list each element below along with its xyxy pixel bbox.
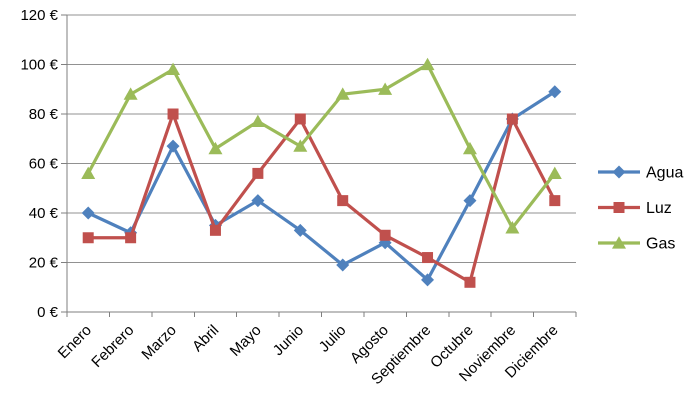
x-axis-category-label: Julio (316, 322, 350, 356)
data-point-luz-enero (82, 232, 94, 244)
x-axis-category-label: Junio (270, 322, 307, 359)
data-point-agua-marzo (166, 139, 180, 153)
y-axis-tick-label: 60 € (29, 156, 59, 173)
data-point-agua-enero (81, 206, 95, 220)
data-point-gas-enero (81, 166, 96, 179)
data-point-agua-septiembre (421, 273, 435, 287)
data-point-luz-diciembre (549, 195, 561, 207)
data-point-gas-septiembre (420, 57, 435, 71)
data-point-gas-marzo (166, 62, 181, 76)
data-point-gas-noviembre (505, 221, 520, 234)
data-point-gas-mayo (250, 114, 265, 128)
data-point-gas-agosto (378, 82, 393, 95)
y-axis-tick-label: 0 € (37, 304, 59, 321)
x-axis-category-label: Marzo (138, 322, 179, 363)
x-axis-category-label: Febrero (88, 322, 137, 371)
y-axis-tick-label: 80 € (29, 106, 59, 123)
data-point-agua-junio (293, 223, 307, 237)
legend-key-marker-gas (612, 236, 626, 249)
y-axis-tick-label: 120 € (20, 7, 58, 24)
series-line-luz (86, 112, 557, 284)
y-axis-tick-label: 20 € (29, 255, 59, 272)
data-point-gas-abril (208, 141, 223, 155)
data-point-luz-febrero (125, 232, 137, 244)
legend-label-agua: Agua (646, 165, 683, 182)
data-point-agua-mayo (251, 194, 265, 208)
data-point-luz-abril (209, 224, 221, 236)
x-axis-category-label: Mayo (227, 322, 265, 360)
data-point-agua-octubre (463, 194, 477, 208)
legend-label-luz: Luz (646, 200, 672, 217)
data-point-luz-noviembre (506, 113, 518, 125)
y-axis-tick-label: 100 € (20, 57, 58, 74)
data-point-luz-agosto (379, 229, 391, 241)
legend-key-marker-agua (612, 165, 626, 179)
data-point-gas-octubre (462, 141, 477, 155)
data-point-gas-junio (293, 139, 308, 152)
data-point-luz-julio (337, 195, 349, 207)
data-point-luz-octubre (464, 276, 476, 288)
legend-key-marker-luz (613, 202, 625, 213)
series-line-agua (86, 90, 557, 282)
data-point-luz-septiembre (422, 252, 434, 264)
data-point-gas-diciembre (547, 166, 562, 179)
data-point-luz-mayo (252, 167, 264, 179)
legend-label-gas: Gas (646, 236, 675, 253)
y-axis-tick-label: 40 € (29, 205, 59, 222)
x-axis-category-label: Enero (55, 322, 95, 362)
data-point-luz-junio (294, 113, 306, 125)
x-axis-category-label: Abril (189, 322, 222, 355)
data-point-agua-julio (336, 258, 350, 272)
data-point-gas-febrero (123, 87, 138, 100)
series-line-gas (86, 62, 557, 230)
data-point-luz-marzo (167, 108, 179, 120)
data-point-agua-diciembre (548, 85, 562, 99)
data-point-gas-julio (335, 87, 350, 100)
